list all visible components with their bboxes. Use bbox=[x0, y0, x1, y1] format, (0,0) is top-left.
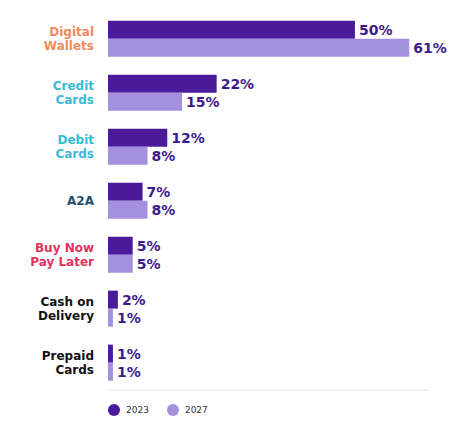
svg-text:2%: 2% bbox=[122, 292, 146, 308]
svg-text:PrepaidCards: PrepaidCards bbox=[42, 349, 94, 377]
svg-text:1%: 1% bbox=[117, 364, 141, 380]
svg-text:DigitalWallets: DigitalWallets bbox=[44, 25, 94, 53]
svg-text:5%: 5% bbox=[137, 238, 161, 254]
svg-text:1%: 1% bbox=[117, 310, 141, 326]
html-text:2027: 2027 bbox=[184, 405, 208, 415]
svg-text:5%: 5% bbox=[137, 256, 161, 272]
svg-text:A2A: A2A bbox=[67, 194, 95, 208]
svg-text:DebitCards: DebitCards bbox=[55, 133, 94, 161]
html-text:2023: 2023 bbox=[126, 405, 149, 415]
svg-text:15%: 15% bbox=[186, 94, 220, 110]
svg-text:22%: 22% bbox=[221, 76, 255, 92]
svg-text:Buy NowPay Later: Buy NowPay Later bbox=[30, 241, 94, 269]
svg-text:7%: 7% bbox=[147, 184, 171, 200]
svg-text:Cash onDelivery: Cash onDelivery bbox=[38, 295, 94, 323]
svg-text:8%: 8% bbox=[152, 202, 176, 218]
svg-text:1%: 1% bbox=[117, 346, 141, 362]
svg-text:61%: 61% bbox=[413, 40, 447, 56]
svg-text:8%: 8% bbox=[152, 148, 176, 164]
svg-text:CreditCards: CreditCards bbox=[53, 79, 95, 107]
svg-text:50%: 50% bbox=[359, 22, 393, 38]
svg-text:12%: 12% bbox=[171, 130, 205, 146]
